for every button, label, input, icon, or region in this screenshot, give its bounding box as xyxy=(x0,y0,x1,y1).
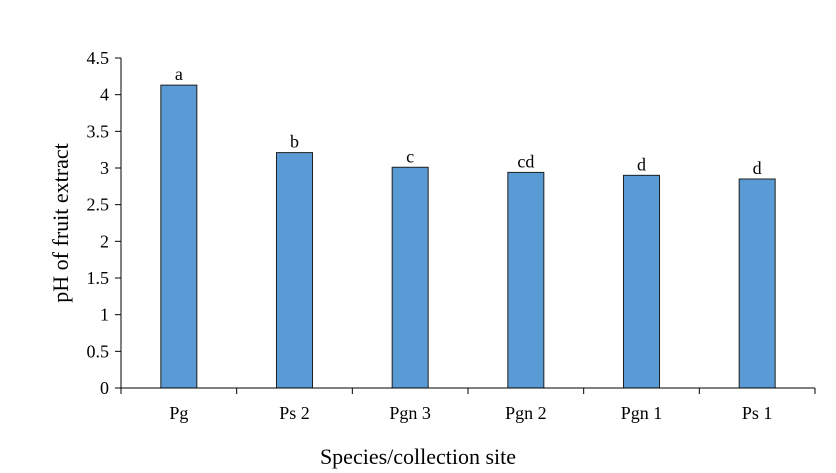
significance-letter: a xyxy=(175,64,183,84)
bar xyxy=(623,174,660,389)
x-tick-label: Pgn 3 xyxy=(389,403,431,423)
bar xyxy=(160,84,198,389)
significance-letter: c xyxy=(406,146,414,166)
data-labels-group: a b c cd d d xyxy=(175,64,762,178)
y-tick-label: 1 xyxy=(100,305,109,325)
y-tick-label: 3.5 xyxy=(87,121,110,141)
significance-letter: d xyxy=(637,154,646,174)
x-tick-labels-group: Pg Ps 2 Pgn 3 Pgn 2 Pgn 1 Ps 1 xyxy=(120,388,816,423)
x-axis-title: Species/collection site xyxy=(320,444,516,469)
y-tick-label: 0.5 xyxy=(87,341,110,361)
y-tick-label: 1.5 xyxy=(87,268,110,288)
y-tick-label: 4 xyxy=(100,85,109,105)
significance-letter: b xyxy=(290,132,299,152)
significance-letter: cd xyxy=(517,151,534,171)
bar xyxy=(391,166,429,389)
x-tick-label: Pgn 2 xyxy=(505,403,547,423)
y-axis-title: pH of fruit extract xyxy=(48,143,73,302)
bar xyxy=(738,178,776,389)
bars-group xyxy=(160,84,776,389)
significance-letter: d xyxy=(753,158,762,178)
y-tick-label: 4.5 xyxy=(87,48,110,68)
bar xyxy=(507,171,545,389)
y-tick-label: 3 xyxy=(100,158,109,178)
x-tick-label: Pgn 1 xyxy=(621,403,663,423)
y-tick-label: 2.5 xyxy=(87,195,110,215)
y-ticks-group: 0 0.5 1 1.5 2 2.5 3 3.5 4 4.5 xyxy=(87,48,121,398)
x-tick-label: Pg xyxy=(169,403,188,423)
x-tick-label: Ps 2 xyxy=(279,403,310,423)
y-tick-label: 0 xyxy=(100,378,109,398)
x-tick-label: Ps 1 xyxy=(742,403,773,423)
bar xyxy=(276,152,313,389)
y-tick-label: 2 xyxy=(100,231,109,251)
